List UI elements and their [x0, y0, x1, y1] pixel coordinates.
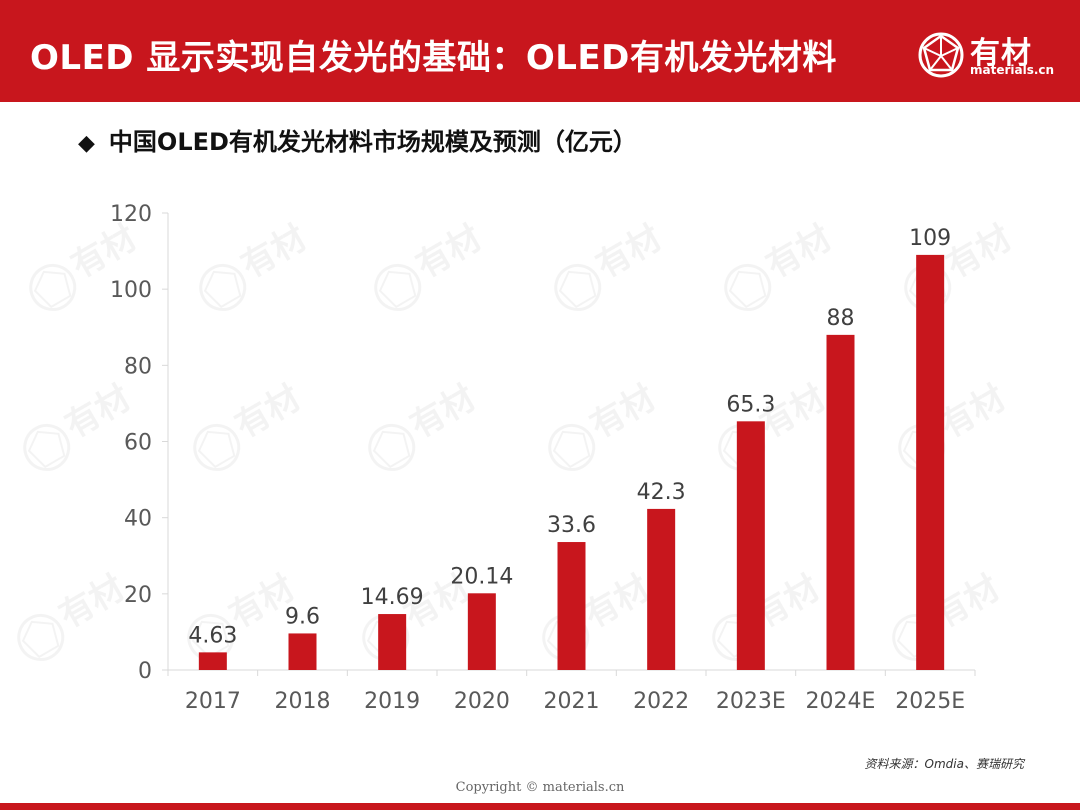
watermark-text: 有材 — [229, 378, 308, 447]
x-tick-labels: 2017 2018 2019 2020 2021 2022 2023E 2024E 2025E — [185, 689, 965, 714]
bottom-accent-bar — [0, 803, 1080, 810]
watermark-text: 有材 — [404, 378, 483, 447]
x-tick-label: 2022 — [633, 689, 689, 714]
y-tick-label: 40 — [124, 507, 152, 532]
y-tick-label: 80 — [124, 354, 152, 379]
watermark-text: 有材 — [235, 218, 314, 287]
bar-2019 — [378, 614, 407, 670]
bar-value-label: 65.3 — [726, 392, 775, 417]
bar-value-label: 109 — [909, 226, 951, 251]
bar-value-label: 4.63 — [188, 623, 237, 648]
watermark: 有材 — [712, 568, 826, 661]
bar-value-labels: 4.63 9.6 14.69 20.14 33.6 42.3 65.3 88 109 — [188, 226, 951, 648]
watermark: 有材 — [548, 378, 663, 471]
x-tick-label: 2021 — [544, 689, 600, 714]
bar-2022 — [647, 508, 676, 670]
watermark: 有材 — [17, 568, 132, 661]
x-tick-label: 2018 — [275, 689, 331, 714]
watermark-text: 有材 — [578, 568, 657, 637]
y-tick-label: 60 — [124, 431, 152, 456]
watermark-text: 有材 — [53, 568, 132, 637]
watermark: 有材 — [193, 378, 308, 471]
bar-2018 — [288, 633, 317, 670]
bar-value-label: 9.6 — [285, 604, 320, 629]
header-bar: OLED 显示实现自发光的基础：OLED有机发光材料 有材 materials.… — [0, 0, 1080, 102]
watermark-text: 有材 — [590, 218, 669, 287]
copyright-notice: Copyright © materials.cn — [455, 780, 625, 795]
brand-name: 有材 — [970, 36, 1032, 71]
watermark-text: 有材 — [940, 218, 1019, 287]
bar-2017 — [198, 652, 227, 670]
x-tick-label: 2019 — [364, 689, 420, 714]
y-tick-label: 100 — [110, 278, 152, 303]
page-title: OLED 显示实现自发光的基础：OLED有机发光材料 — [30, 38, 837, 78]
watermark: 有材 — [898, 378, 1013, 471]
diamond-bullet-icon: ◆ — [78, 131, 95, 156]
y-tick-label: 20 — [124, 583, 152, 608]
materials-logo-icon — [918, 32, 964, 78]
bar-value-label: 88 — [827, 306, 855, 331]
watermark: 有材 — [374, 218, 489, 311]
watermark-text: 有材 — [934, 378, 1013, 447]
chart-bars — [198, 254, 945, 670]
watermark-text: 有材 — [760, 218, 839, 287]
bar-2025E — [916, 254, 945, 670]
watermark: 有材 — [199, 218, 314, 311]
y-tick-labels: 0 20 40 60 80 100 120 — [110, 202, 152, 684]
bar-2021 — [557, 542, 586, 670]
watermark: 有材 — [892, 568, 1006, 661]
watermark-text: 有材 — [584, 378, 663, 447]
chart-subtitle: ◆ 中国OLED有机发光材料市场规模及预测（亿元） — [78, 122, 637, 157]
bar-2020 — [467, 593, 496, 670]
bar-value-label: 20.14 — [450, 564, 513, 589]
x-tick-label: 2025E — [895, 689, 965, 714]
watermark: 有材 — [542, 568, 657, 661]
watermark: 有材 — [554, 218, 669, 311]
brand: 有材 materials.cn — [918, 30, 1058, 80]
chart-title: 中国OLED有机发光材料市场规模及预测（亿元） — [108, 128, 637, 156]
watermark-text: 有材 — [65, 218, 144, 287]
x-tick-label: 2020 — [454, 689, 510, 714]
watermark: 有材 — [23, 378, 137, 471]
data-source-note: 资料来源：Omdia、赛瑞研究 — [864, 757, 1024, 771]
watermark-text: 有材 — [410, 218, 489, 287]
watermark: 有材 — [724, 218, 839, 311]
x-tick-label: 2017 — [185, 689, 241, 714]
bar-value-label: 14.69 — [361, 585, 424, 610]
y-tick-label: 0 — [138, 659, 152, 684]
x-tick-label: 2023E — [716, 689, 786, 714]
bar-2024E — [826, 334, 855, 670]
brand-domain: materials.cn — [970, 63, 1055, 77]
y-tick-label: 120 — [110, 202, 152, 227]
bar-2023E — [736, 421, 765, 670]
bar-value-label: 33.6 — [547, 513, 596, 538]
x-tick-label: 2024E — [806, 689, 876, 714]
bar-value-label: 42.3 — [637, 480, 686, 505]
watermark: 有材 — [368, 378, 483, 471]
